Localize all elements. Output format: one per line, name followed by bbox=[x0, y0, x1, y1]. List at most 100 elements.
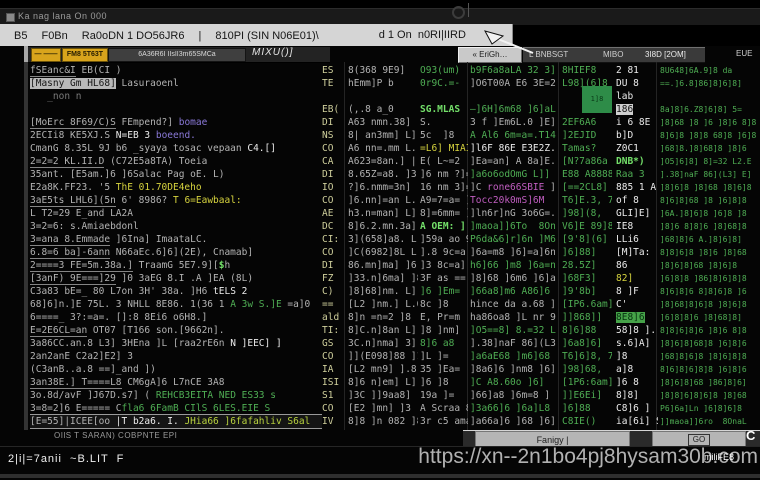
register-label[interactable]: IO bbox=[322, 181, 346, 194]
stack-row[interactable]: 8]6]8]6 8]8]6]8 ]6 bbox=[660, 285, 758, 298]
memory-address[interactable]: 28.5Z] bbox=[562, 259, 612, 272]
register-comment[interactable]: ]8a6]6 ]nm8 ]6] bbox=[470, 363, 556, 376]
toolbar-button-3[interactable]: 6A36R6I IIsII3m65SMCa bbox=[108, 48, 246, 62]
register-value[interactable]: ]3C ]]9aa8] bbox=[348, 389, 418, 402]
memory-value[interactable]: a]8 bbox=[616, 363, 658, 376]
disasm-row[interactable]: E=2E6CL=an OT07 [T166 son.[9662n]. bbox=[30, 324, 322, 337]
register-value[interactable]: (,.8 a_0 bbox=[348, 103, 418, 116]
memory-value[interactable]: ]6 8 bbox=[616, 376, 658, 389]
register-comment[interactable]: —]6H]6m68 ]6]aL bbox=[470, 103, 556, 116]
stack-row[interactable]: 8]8]6]8]6 ]8]6 8]8 bbox=[660, 324, 758, 337]
toolbar-button-2[interactable]: FM8 5T63T bbox=[62, 48, 108, 62]
memory-address[interactable]: [9'8](6] bbox=[562, 233, 612, 246]
stack-row[interactable]: ]68]8.]8]68]8 ]8]6 bbox=[660, 142, 758, 155]
flag-value[interactable]: A9=7=a= ] bbox=[420, 194, 468, 207]
stack-row[interactable] bbox=[660, 90, 758, 103]
flag-value[interactable]: 8]=6mm= ] bbox=[420, 207, 468, 220]
memory-address[interactable]: E88 A8888 bbox=[562, 168, 612, 181]
flag-value[interactable]: 3F as == bbox=[420, 272, 468, 285]
memory-value[interactable]: GLI]E] bbox=[616, 207, 658, 220]
memory-value[interactable]: 8]8] bbox=[616, 389, 658, 402]
flag-value[interactable]: 8]6 a8 bbox=[420, 337, 468, 350]
register-value[interactable]: ]](E098]88 ]1 bbox=[348, 350, 418, 363]
memory-address[interactable]: ]]E6Ei] bbox=[562, 389, 612, 402]
flag-value[interactable]: ].8 9c=a 8 bbox=[420, 246, 468, 259]
register-comment[interactable]: ]ln6r]nG 3o6G=.]La] a] bbox=[470, 207, 556, 220]
stack-row[interactable]: ]6]8]8 ]86]8]6]8]8 bbox=[660, 272, 758, 285]
stack-row[interactable]: ]8]6]8]68]8 ]6]8]6 bbox=[660, 337, 758, 350]
flag-value[interactable]: 3r c5 ama bbox=[420, 415, 468, 428]
register-value[interactable]: 8]6 n]em] L] bbox=[348, 376, 418, 389]
disasm-row[interactable]: L T2=29 E_and LA2A bbox=[30, 207, 322, 220]
register-label[interactable]: DI bbox=[322, 259, 346, 272]
disasm-row[interactable]: 2====3 FE=5m.38a.] TraamG 5E7.9][$h bbox=[30, 259, 322, 272]
stack-row[interactable]: 8]6]8 ]8]8 68]8 ]6]8 bbox=[660, 129, 758, 142]
register-comment[interactable]: ]Ea=an] A 8a]E.= = bbox=[470, 155, 556, 168]
stack-row[interactable]: 8]8]6]8 ]8]6 ]8]68 bbox=[660, 246, 758, 259]
register-comment[interactable]: ]66]a8 ]6m=8 ] bbox=[470, 389, 556, 402]
memory-value[interactable]: lab bbox=[616, 90, 658, 103]
memory-value[interactable]: 186 bbox=[616, 103, 658, 116]
register-value[interactable]: ]6.nn]=an L.] bbox=[348, 194, 418, 207]
stack-row[interactable]: ]]maoa]]6ro 8OnaL bbox=[660, 415, 758, 428]
flag-value[interactable]: 8c ]8 bbox=[420, 298, 468, 311]
stack-row[interactable]: ]8]6]8]68 ]86]8]6] bbox=[660, 376, 758, 389]
register-comment[interactable]: ]8]68 ]6m6 ]6]a8 bbox=[470, 272, 556, 285]
register-value[interactable]: 8]8 ]n 082 ]8 bbox=[348, 415, 418, 428]
register-label[interactable]: ald bbox=[322, 311, 346, 324]
register-comment[interactable]: ]maoa]]6To 8OnaL] bbox=[470, 220, 556, 233]
memory-value[interactable]: 2 81 bbox=[616, 64, 658, 77]
flag-value[interactable]: O93(um) bbox=[420, 64, 468, 77]
register-label[interactable]: C) bbox=[322, 285, 346, 298]
memory-value[interactable]: C' bbox=[616, 298, 658, 311]
register-value[interactable]: ]33.n]6ma] ]8 bbox=[348, 272, 418, 285]
register-label[interactable]: FZ bbox=[322, 272, 346, 285]
memory-value[interactable]: 86 bbox=[616, 259, 658, 272]
scrollbar-segment[interactable] bbox=[463, 431, 475, 448]
memory-address[interactable]: ]68F3] bbox=[562, 272, 612, 285]
memory-value[interactable]: ia[6i] S0M bbox=[616, 415, 658, 428]
flag-value[interactable]: ]L ]= bbox=[420, 350, 468, 363]
memory-value[interactable]: 82] bbox=[616, 272, 658, 285]
disasm-row[interactable]: 3aE5ts LHL6](5n 6' 8986? T 6=Eawbaal: bbox=[30, 194, 322, 207]
memory-value[interactable]: 8E8]6 bbox=[616, 311, 658, 324]
stack-row[interactable]: ]8]68 ]8 ]6 ]8]6 8]8 bbox=[660, 116, 758, 129]
stack-row[interactable]: ]6]8]8]6 ]8]68]8] bbox=[660, 311, 758, 324]
register-value[interactable]: A623=8an.] | bbox=[348, 155, 418, 168]
stack-row[interactable]: 8U648]6A.9]8 da bbox=[660, 64, 758, 77]
start-button[interactable]: 2|i|=7anii ~B.LIT F bbox=[8, 453, 125, 465]
disasm-row[interactable]: 2ECIi8 KE5XJ.S N=EB 3 boeend. bbox=[30, 129, 322, 142]
register-comment[interactable]: Tocc20k0mS]6M bbox=[470, 194, 556, 207]
memory-address[interactable]: 8HIEF8 bbox=[562, 64, 612, 77]
register-comment[interactable]: P6da&6]r]6n ]M6] bbox=[470, 233, 556, 246]
register-value[interactable]: [L2 ]nm.] L.6 bbox=[348, 298, 418, 311]
flag-value[interactable]: ]3 8c=a] ] bbox=[420, 259, 468, 272]
menu-right-items[interactable]: d 1 On n0RI|IIRD bbox=[378, 29, 466, 41]
disasm-row[interactable]: [3anF) 9E===]29 ]0 3aEG 8.I .A ]EA (8L) bbox=[30, 272, 322, 285]
register-value[interactable]: [E2 ]mn] ]3 bbox=[348, 402, 418, 415]
memory-selection-block[interactable]: 1]8 bbox=[582, 86, 612, 113]
register-value[interactable]: 8]6.2.mn.3a] bbox=[348, 220, 418, 233]
register-label[interactable]: DC bbox=[322, 220, 346, 233]
register-comment[interactable]: ha86oa8 ]L nr 9O3 bbox=[470, 311, 556, 324]
register-label[interactable]: DI bbox=[322, 116, 346, 129]
flag-value[interactable]: E( L~=2 bbox=[420, 155, 468, 168]
register-comment[interactable]: ]O5==8] 8.=32 L2.E.] bbox=[470, 324, 556, 337]
register-comment[interactable]: ]O6T00A E6 3E=2=01] bbox=[470, 77, 556, 90]
disasm-row[interactable]: 3o.8d/avF ]J67D.s7] ( REHCB3EITA NED ES3… bbox=[30, 389, 322, 402]
memory-address[interactable]: 8]6]88 bbox=[562, 324, 612, 337]
register-comment[interactable]: ]C A8.60o ]6] bbox=[470, 376, 556, 389]
disasm-row[interactable]: [MoErc 8F69/C)S FEmpend?] bomae bbox=[30, 116, 322, 129]
menu-item[interactable]: B5 bbox=[14, 30, 28, 42]
memory-value[interactable]: DU 8 bbox=[616, 77, 658, 90]
memory-address[interactable]: [N?7a86a bbox=[562, 155, 612, 168]
flag-value[interactable]: 35 ]Ea= bbox=[420, 363, 468, 376]
flag-value[interactable]: E, Pr=m bbox=[420, 311, 468, 324]
memory-address[interactable]: ]9'8b] bbox=[562, 285, 612, 298]
stack-row[interactable]: ]8]68]8]6]8 ]8]6]8 bbox=[660, 298, 758, 311]
memory-address[interactable]: Tamas? bbox=[562, 142, 612, 155]
disasm-row[interactable] bbox=[30, 103, 322, 116]
register-label[interactable]: CA bbox=[322, 155, 346, 168]
register-value[interactable]: A6 nn=.mm L.( bbox=[348, 142, 418, 155]
register-comment[interactable]: 3 f ]Em6L.0 ]E] bbox=[470, 116, 556, 129]
